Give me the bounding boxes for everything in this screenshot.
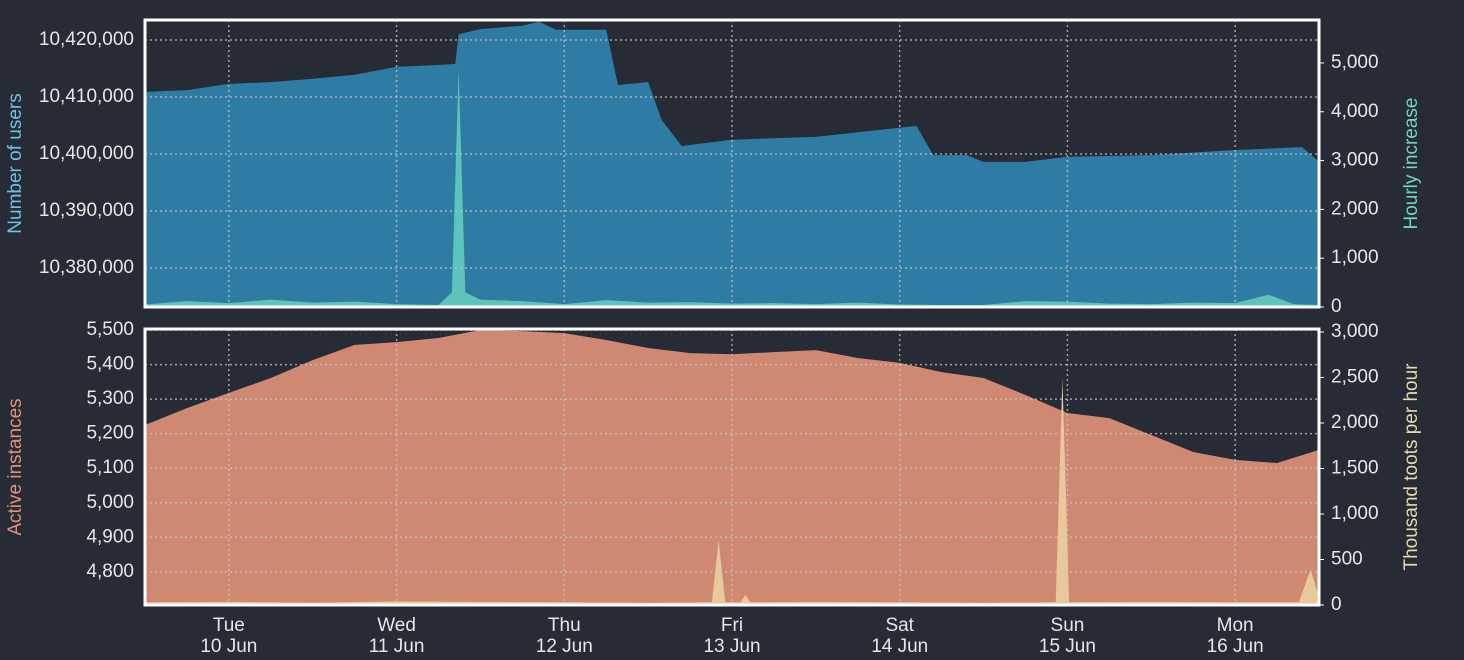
y-tick-label: 5,500 <box>86 319 134 340</box>
x-tick-label: Sat <box>885 615 914 636</box>
y-tick-label: 4,900 <box>86 526 134 547</box>
x-tick-label: Sun <box>1051 615 1085 636</box>
x-tick-label: 14 Jun <box>871 636 928 657</box>
x-tick-label: 12 Jun <box>536 636 593 657</box>
x-tick-label: 15 Jun <box>1039 636 1096 657</box>
y2-axis-label: Thousand toots per hour <box>1401 363 1422 571</box>
y2-tick-label: 1,000 <box>1331 503 1379 524</box>
x-tick-label: Fri <box>721 615 743 636</box>
x-tick-label: 10 Jun <box>200 636 257 657</box>
y-tick-label: 10,420,000 <box>39 29 134 50</box>
y2-tick-label: 3,000 <box>1331 321 1379 342</box>
y2-tick-label: 2,000 <box>1331 412 1379 433</box>
x-tick-label: 11 Jun <box>369 636 425 657</box>
y-tick-label: 5,400 <box>86 354 134 375</box>
y2-tick-label: 0 <box>1331 296 1342 317</box>
x-tick-label: 13 Jun <box>703 636 760 657</box>
x-tick-label: Tue <box>213 615 245 636</box>
x-tick-label: 16 Jun <box>1207 636 1264 657</box>
y2-tick-label: 1,500 <box>1331 458 1379 479</box>
y-tick-label: 5,200 <box>86 423 134 444</box>
y-axis-label: Active instances <box>5 398 26 535</box>
area-series <box>145 21 1319 308</box>
y2-tick-label: 1,000 <box>1331 247 1379 268</box>
y-tick-label: 5,100 <box>86 457 134 478</box>
y-tick-label: 10,400,000 <box>39 143 134 164</box>
y-tick-label: 10,410,000 <box>39 86 134 107</box>
y-tick-label: 10,380,000 <box>39 257 134 278</box>
x-tick-label: Thu <box>548 615 581 636</box>
y-tick-label: 4,800 <box>86 561 134 582</box>
y2-axis-label: Hourly increase <box>1401 98 1422 230</box>
y2-tick-label: 5,000 <box>1331 52 1379 73</box>
y-tick-label: 5,000 <box>86 492 134 513</box>
plot-frame <box>143 327 1321 607</box>
y2-tick-label: 2,000 <box>1331 198 1379 219</box>
y2-tick-label: 2,500 <box>1331 367 1379 388</box>
y-tick-label: 5,300 <box>86 388 134 409</box>
plot-frame <box>143 18 1321 309</box>
x-tick-label: Mon <box>1217 615 1254 636</box>
y2-tick-label: 500 <box>1331 549 1363 570</box>
x-tick-label: Wed <box>377 615 416 636</box>
y2-tick-label: 3,000 <box>1331 150 1379 171</box>
y-tick-label: 10,390,000 <box>39 200 134 221</box>
y2-tick-label: 4,000 <box>1331 101 1379 122</box>
y-axis-label: Number of users <box>5 93 26 233</box>
y2-tick-label: 0 <box>1331 594 1342 615</box>
